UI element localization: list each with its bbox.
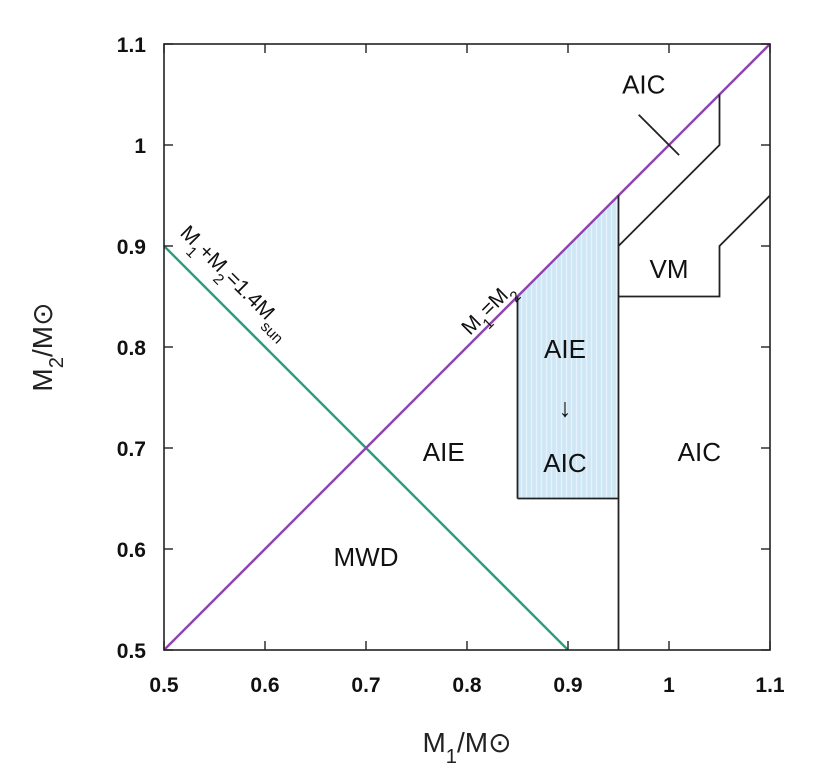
sum-line-label: M1+M2=1.4Msun [170, 221, 296, 347]
x-axis-title: M1/M⊙ [422, 727, 511, 768]
y-tick-label: 1.1 [117, 34, 147, 57]
y-tick-label: 0.5 [117, 640, 147, 663]
region-boundary-line [618, 194, 771, 298]
tick-layer: 0.5 0.6 0.7 0.8 0.9 1 1.1 0.5 0.6 0.7 0.8 0.9 1 1.1 [117, 34, 785, 697]
x-tick-label: 0.5 [149, 674, 179, 697]
x-tick-label: 0.7 [351, 674, 380, 697]
y-tick-label: 1 [134, 135, 146, 158]
region-label: MWD [334, 542, 399, 572]
region-label: AIE [544, 334, 586, 364]
x-tick-label: 0.8 [452, 674, 482, 697]
y-tick-label: 0.6 [117, 539, 146, 562]
x-tick-label: 1.1 [755, 674, 785, 697]
y-tick-label: 0.7 [117, 438, 146, 461]
x-tick-label: 0.9 [553, 674, 582, 697]
region-label: AIC [543, 448, 586, 478]
region-label: AIC [678, 437, 721, 467]
x-tick-label: 1 [663, 674, 675, 697]
region-boundary-line [638, 114, 680, 156]
x-tick-label: 0.6 [250, 674, 279, 697]
series-layer [163, 43, 771, 651]
y-tick-label: 0.8 [117, 337, 147, 360]
region-label-layer: AIC VM AIE ↓ AIC AIE AIC MWD [334, 69, 721, 572]
y-tick-label: 0.9 [117, 236, 146, 259]
equal-mass-line [163, 43, 771, 651]
y-axis-title: M2/M⊙ [27, 302, 68, 391]
region-label: ↓ [558, 393, 571, 423]
region-label: VM [650, 254, 689, 284]
region-boundary-line [617, 94, 721, 247]
boundary-layer [516, 94, 771, 650]
region-label: AIC [622, 69, 665, 99]
equal-mass-line-label: M1=M2 [457, 278, 524, 345]
region-label: AIE [423, 437, 465, 467]
